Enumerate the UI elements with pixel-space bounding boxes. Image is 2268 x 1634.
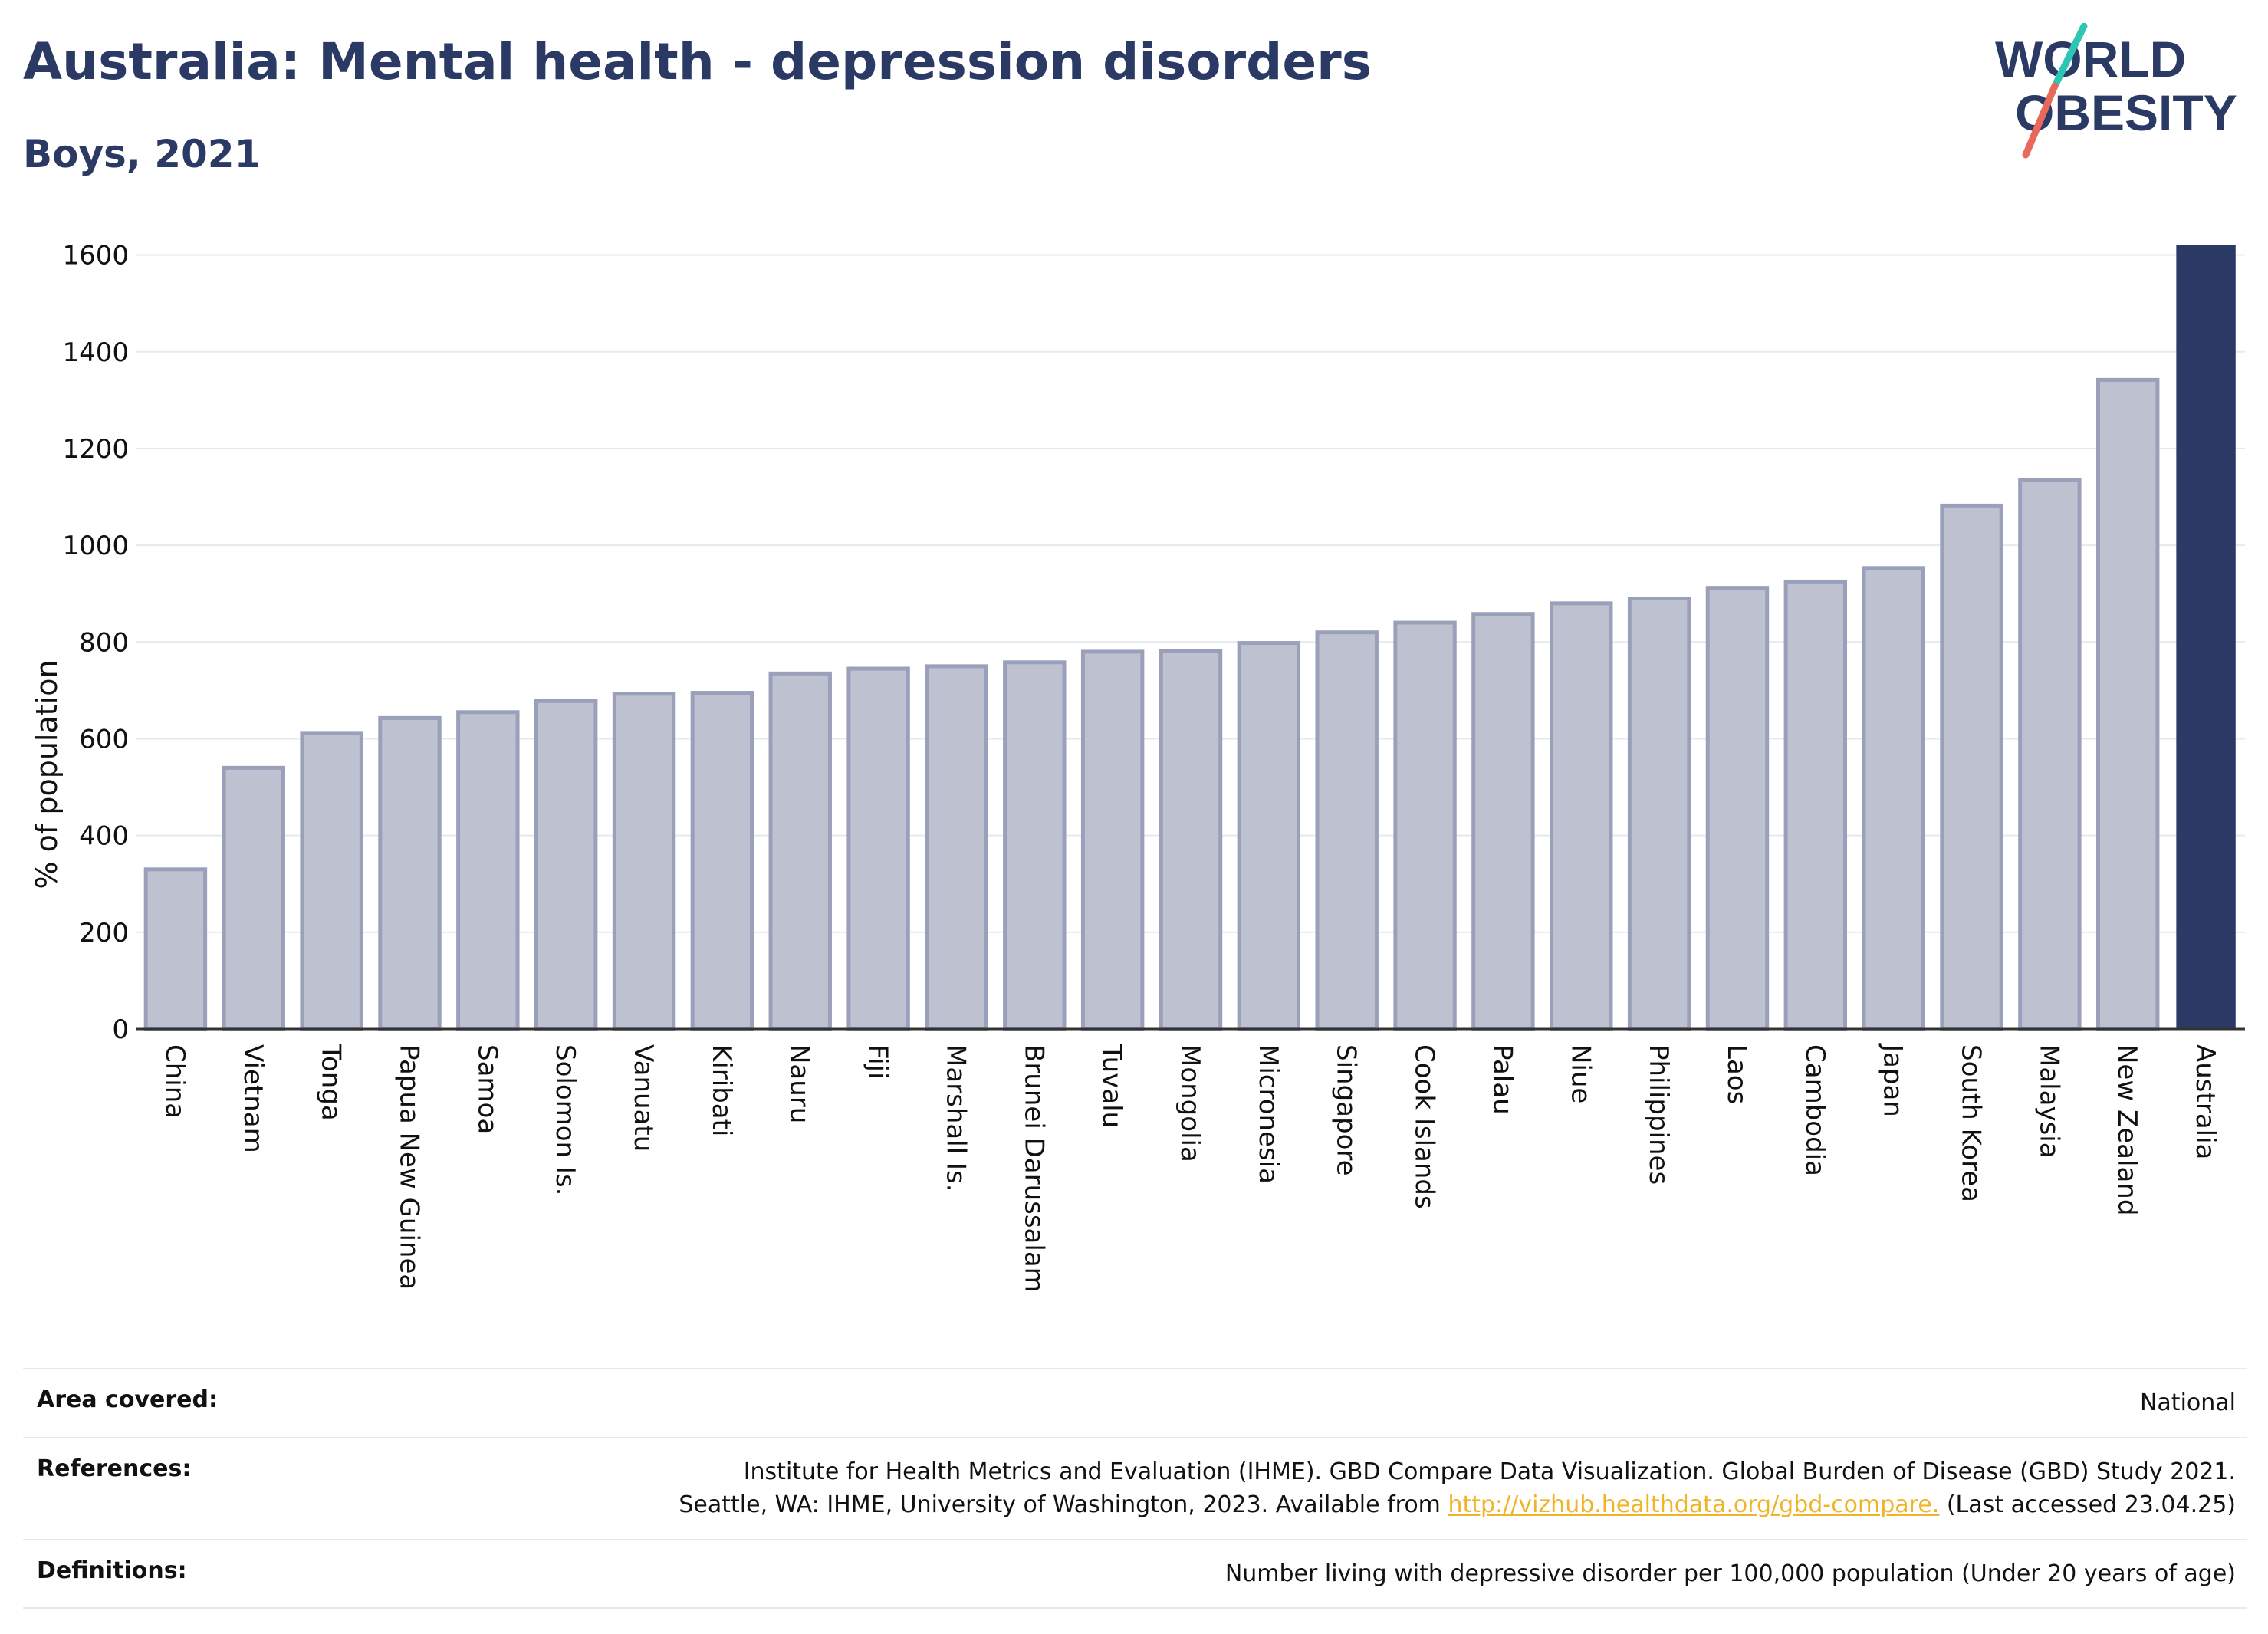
x-tick-label: Vietnam [238,1044,268,1153]
y-tick-label: 1000 [62,531,129,561]
bar-mongolia [1159,649,1223,1031]
axes: 0 200 400 600 800 1000 1200 1400 1600 China Vietna… [62,241,2245,1293]
y-tick-label: 1200 [62,434,129,465]
x-tick-label: South Korea [1956,1044,1987,1202]
x-tick-label: Palau [1487,1044,1517,1115]
bar-vietnam [222,765,285,1031]
definitions-label: Definitions: [37,1557,187,1584]
bar-nauru [768,671,832,1031]
references-line2-prefix: Seattle, WA: IHME, University of Washing… [679,1491,1448,1518]
area-covered-label: Area covered: [37,1386,218,1413]
bar-tuvalu [1080,649,1145,1031]
info-row-definitions: Definitions: Number living with depressi… [23,1538,2247,1609]
y-tick-label: 1400 [62,337,129,368]
references-label: References: [37,1455,192,1482]
bar-south-korea [1940,503,2003,1031]
info-table: Area covered: National References: Insti… [23,1368,2247,1609]
bar-fiji [846,666,910,1031]
bar-brunei-darussalam [1003,660,1067,1031]
x-tick-label: Cambodia [1800,1044,1830,1176]
references-value: Institute for Health Metrics and Evaluat… [679,1455,2236,1522]
x-tick-label: China [159,1044,190,1119]
bar-singapore [1315,630,1379,1031]
bar-vanuatu [612,692,676,1031]
bar-cambodia [1783,579,1848,1031]
slash-icon [2051,23,2088,90]
bar-palau [1471,612,1535,1031]
bar-laos [1705,586,1770,1031]
bar-samoa [456,710,520,1031]
x-tick-label: Papua New Guinea [393,1044,424,1290]
slash-icon-lower [2022,82,2059,159]
x-tick-label: Nauru [784,1044,815,1123]
x-tick-label: Philippines [1643,1044,1674,1185]
x-tick-label: New Zealand [2112,1044,2142,1215]
world-obesity-logo: WORLD OBESITY [1995,23,2237,159]
bar-japan [1862,566,1925,1031]
references-line2-suffix: (Last accessed 23.04.25) [1939,1491,2236,1518]
x-tick-label: Tonga [316,1044,347,1121]
bar-chart: 0 200 400 600 800 1000 1200 1400 1600 China Vietna… [30,241,2245,1293]
x-tick-label: Mongolia [1175,1044,1205,1162]
x-tick-label: Micronesia [1253,1044,1284,1184]
chart-subtitle: Boys, 2021 [23,132,261,176]
bar-papua-new-guinea [378,715,442,1031]
x-tick-label: Japan [1878,1043,1908,1117]
x-tick-label: Vanuatu [628,1044,659,1152]
x-tick-label: Brunei Darussalam [1018,1044,1049,1293]
y-tick-label: 1600 [62,241,129,271]
y-tick-label: 800 [79,627,129,658]
references-line1: Institute for Health Metrics and Evaluat… [743,1458,2236,1485]
y-tick-label: 400 [79,821,129,852]
bar-solomon-is- [534,699,598,1031]
bar-philippines [1627,597,1691,1031]
bar-tonga [300,731,363,1031]
x-tick-label: Samoa [472,1044,502,1134]
x-tick-label: Kiribati [706,1044,737,1136]
x-tick-label: Cook Islands [1409,1044,1440,1209]
bar-cook-islands [1393,620,1457,1031]
chart-title: Australia: Mental health - depression di… [23,32,1372,91]
bar-malaysia [2018,478,2082,1031]
bars [143,245,2236,1031]
bar-china [143,867,208,1031]
y-tick-label: 0 [112,1014,129,1045]
x-tick-label: Niue [1565,1044,1596,1103]
bar-marshall-is- [925,664,988,1031]
logo-text-world: WORLD [1995,31,2186,87]
references-link[interactable]: http://vizhub.healthdata.org/gbd-compare… [1448,1491,1940,1518]
x-tick-label: Solomon Is. [550,1044,580,1195]
bar-micronesia [1237,641,1301,1031]
info-row-references: References: Institute for Health Metrics… [23,1436,2247,1539]
x-tick-label: Fiji [863,1044,893,1079]
bar-niue [1550,601,1613,1031]
x-tick-label: Australia [2190,1044,2220,1159]
y-tick-label: 600 [79,724,129,755]
x-tick-label: Tuvalu [1096,1044,1127,1128]
x-tick-label: Laos [1721,1044,1752,1104]
info-row-area: Area covered: National [23,1368,2247,1437]
definitions-value: Number living with depressive disorder p… [1224,1560,2236,1587]
area-covered-value: National [2139,1389,2236,1416]
x-tick-label: Malaysia [2033,1044,2064,1159]
bar-australia [2176,245,2236,1029]
y-tick-label: 200 [79,918,129,949]
bar-kiribati [690,691,754,1031]
x-tick-label: Marshall Is. [940,1044,971,1192]
bar-new-zealand [2096,377,2160,1031]
y-axis-label: % of population [30,659,64,889]
x-tick-label: Singapore [1331,1044,1362,1176]
